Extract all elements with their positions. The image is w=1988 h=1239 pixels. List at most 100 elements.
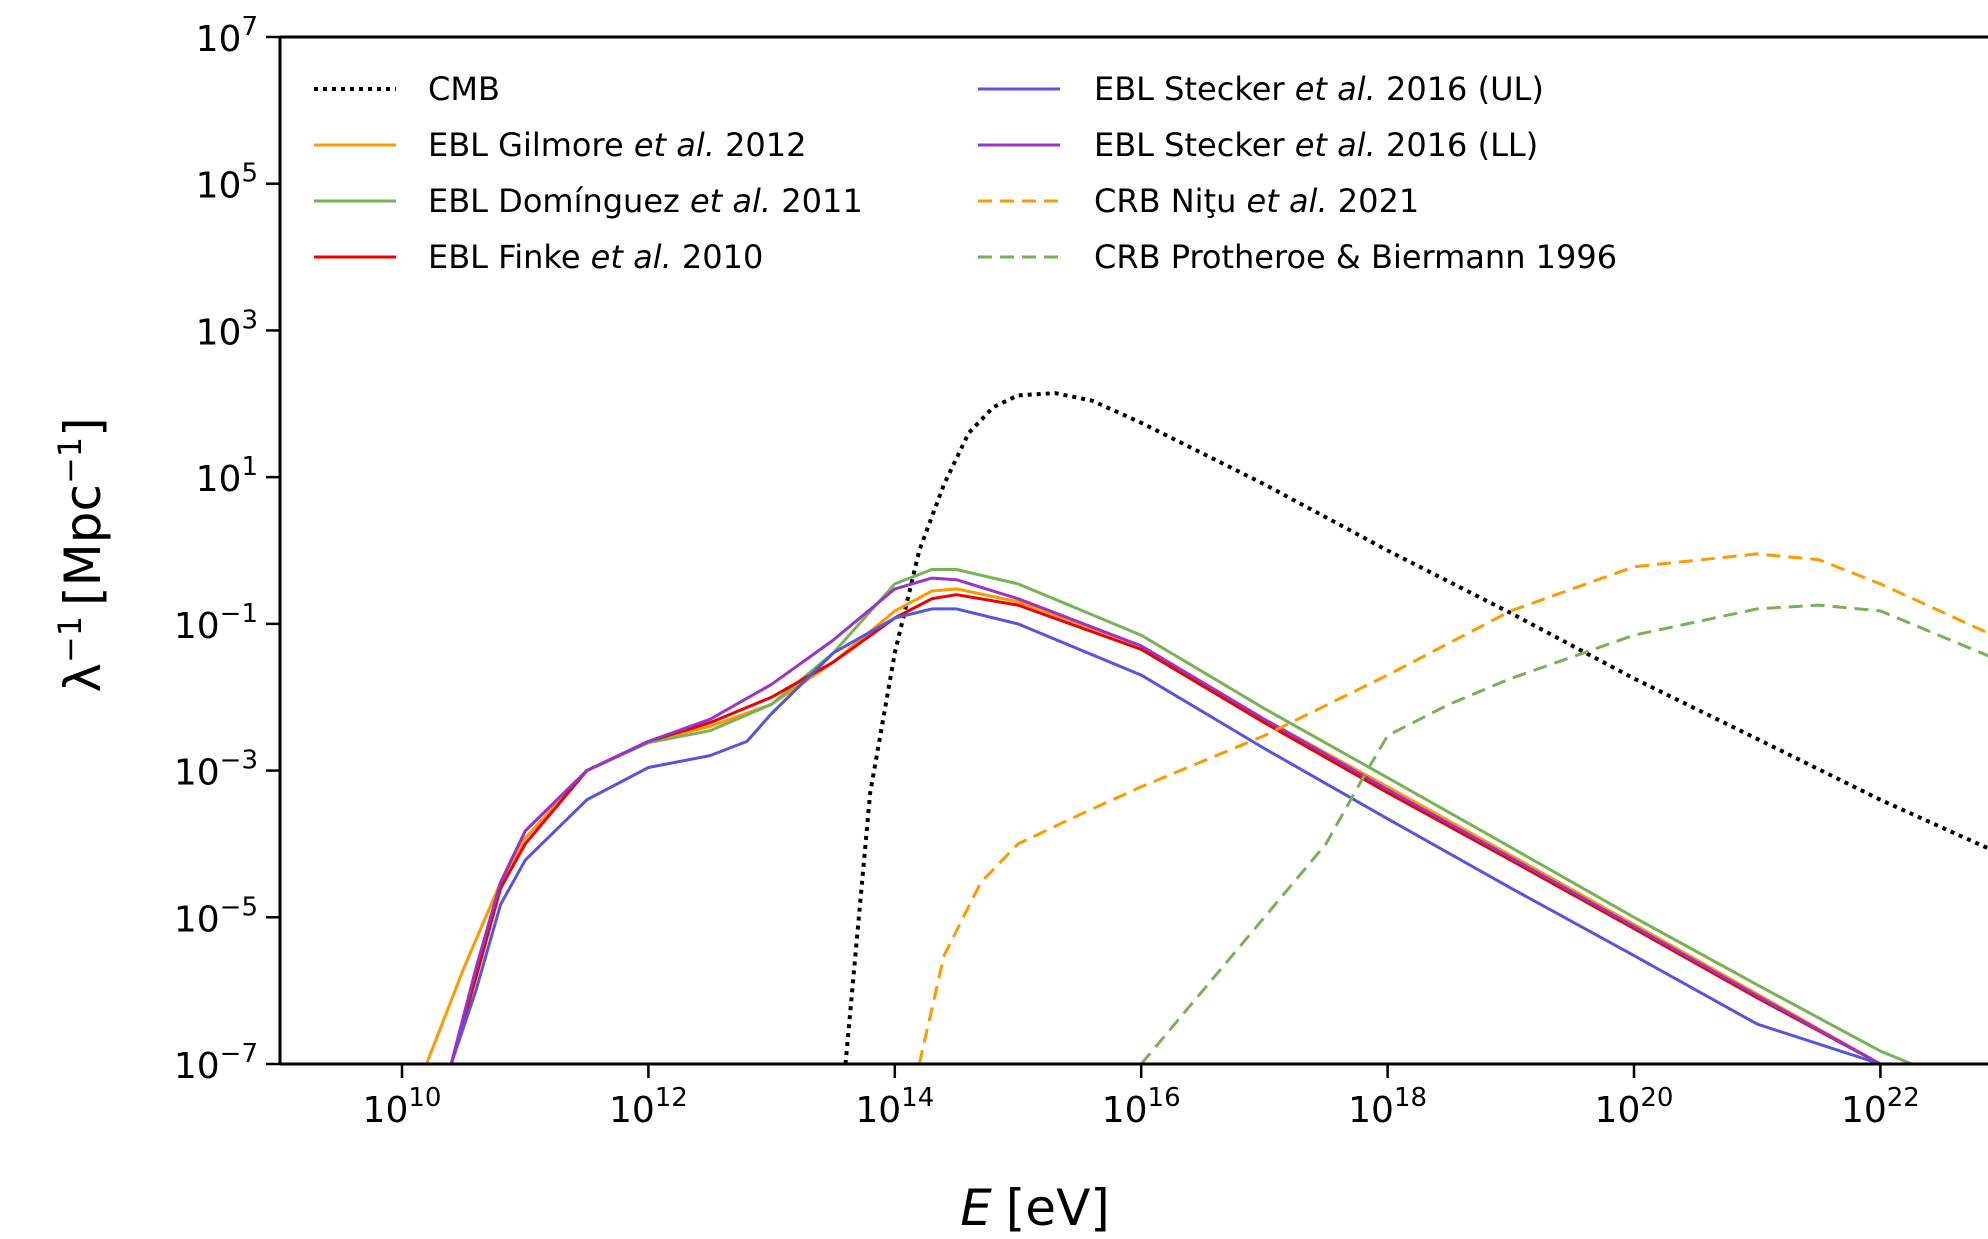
x-tick-label-1: 1012 bbox=[609, 1083, 688, 1131]
y-axis-title-symbol: λ bbox=[54, 663, 112, 693]
y-tick-base: 10 bbox=[196, 312, 242, 353]
y-tick-exp: −3 bbox=[220, 746, 258, 776]
legend-label-prefix: CMB bbox=[428, 70, 500, 108]
y-tick-label-7: 107 bbox=[196, 12, 258, 60]
series-line-7 bbox=[1140, 603, 1988, 1064]
y-tick-exp: 7 bbox=[241, 12, 258, 42]
legend-label-prefix: CRB Protheroe & Biermann 1996 bbox=[1094, 238, 1617, 276]
legend-label-italic: et al. bbox=[1295, 126, 1376, 164]
legend-entry-5: EBL Stecker et al. 2016 (LL) bbox=[978, 126, 1538, 164]
legend-label-italic: et al. bbox=[634, 126, 715, 164]
legend-label-5: EBL Stecker et al. 2016 (LL) bbox=[1094, 126, 1538, 164]
y-tick-label-2: 10−3 bbox=[174, 746, 258, 794]
legend-label-prefix: EBL Finke bbox=[428, 238, 591, 276]
legend-entry-0: CMB bbox=[314, 70, 500, 108]
x-axis-title: E [eV] bbox=[960, 1179, 1110, 1237]
series-line-6 bbox=[917, 552, 1988, 1064]
x-tick-base: 10 bbox=[1841, 1090, 1887, 1131]
x-tick-base: 10 bbox=[609, 1090, 655, 1131]
legend-label-6: CRB Niţu et al. 2021 bbox=[1094, 182, 1419, 220]
x-tick-base: 10 bbox=[855, 1090, 901, 1131]
legend-label-suffix: 2016 (UL) bbox=[1376, 70, 1544, 108]
series-line-3 bbox=[449, 593, 1903, 1064]
x-tick-label-6: 1022 bbox=[1841, 1083, 1920, 1131]
y-tick-base: 10 bbox=[174, 1046, 220, 1087]
y-tick-base: 10 bbox=[174, 899, 220, 940]
legend-entry-4: EBL Stecker et al. 2016 (UL) bbox=[978, 70, 1544, 108]
y-tick-base: 10 bbox=[174, 753, 220, 794]
legend-entry-6: CRB Niţu et al. 2021 bbox=[978, 182, 1419, 220]
legend-label-prefix: EBL Gilmore bbox=[428, 126, 634, 164]
y-tick-label-3: 10−1 bbox=[174, 599, 258, 647]
y-axis-title-symbol-exp: −1 bbox=[51, 616, 89, 663]
x-tick-label-5: 1020 bbox=[1595, 1083, 1674, 1131]
legend-label-1: EBL Gilmore et al. 2012 bbox=[428, 126, 807, 164]
x-tick-exp: 10 bbox=[408, 1083, 441, 1113]
legend-entry-1: EBL Gilmore et al. 2012 bbox=[314, 126, 807, 164]
y-axis-title-unit: [Mpc bbox=[54, 484, 112, 606]
x-tick-label-0: 1010 bbox=[363, 1083, 442, 1131]
x-axis-title-symbol: E bbox=[960, 1179, 992, 1237]
y-tick-exp: −1 bbox=[220, 599, 258, 629]
y-tick-label-1: 10−5 bbox=[174, 892, 258, 940]
legend-label-prefix: EBL Domínguez bbox=[428, 182, 690, 220]
legend-label-0: CMB bbox=[428, 70, 500, 108]
y-tick-label-4: 101 bbox=[196, 452, 258, 500]
x-tick-exp: 12 bbox=[655, 1083, 688, 1113]
legend-label-italic: et al. bbox=[1295, 70, 1376, 108]
legend-entry-7: CRB Protheroe & Biermann 1996 bbox=[978, 238, 1617, 276]
legend-label-suffix: 2011 bbox=[771, 182, 863, 220]
x-tick-base: 10 bbox=[1102, 1090, 1148, 1131]
y-tick-label-5: 103 bbox=[196, 305, 258, 353]
y-tick-label-6: 105 bbox=[196, 159, 258, 207]
y-tick-base: 10 bbox=[196, 19, 242, 60]
legend-label-italic: et al. bbox=[591, 238, 672, 276]
series-line-4 bbox=[449, 607, 1881, 1064]
x-tick-exp: 20 bbox=[1640, 1083, 1673, 1113]
x-axis-title-unit: [eV] bbox=[1006, 1179, 1110, 1237]
legend-entry-2: EBL Domínguez et al. 2011 bbox=[314, 182, 863, 220]
y-tick-exp: 1 bbox=[241, 452, 258, 482]
series-line-1 bbox=[425, 587, 1906, 1064]
y-tick-exp: −7 bbox=[220, 1039, 258, 1069]
y-tick-label-0: 10−7 bbox=[174, 1039, 258, 1087]
x-tick-exp: 18 bbox=[1394, 1083, 1427, 1113]
x-tick-base: 10 bbox=[1348, 1090, 1394, 1131]
y-tick-exp: 3 bbox=[241, 305, 258, 335]
legend-label-suffix: 2016 (LL) bbox=[1376, 126, 1538, 164]
legend-label-italic: et al. bbox=[690, 182, 771, 220]
legend-label-prefix: EBL Stecker bbox=[1094, 126, 1295, 164]
y-tick-base: 10 bbox=[196, 166, 242, 207]
x-tick-base: 10 bbox=[363, 1090, 409, 1131]
x-tick-label-3: 1016 bbox=[1102, 1083, 1181, 1131]
legend-label-4: EBL Stecker et al. 2016 (UL) bbox=[1094, 70, 1544, 108]
series-line-0 bbox=[843, 391, 1988, 1064]
legend-label-7: CRB Protheroe & Biermann 1996 bbox=[1094, 238, 1617, 276]
legend-label-suffix: 2010 bbox=[672, 238, 764, 276]
series-line-5 bbox=[449, 576, 1903, 1064]
legend-label-2: EBL Domínguez et al. 2011 bbox=[428, 182, 863, 220]
y-axis-title-unit-exp: −1 bbox=[51, 437, 89, 484]
legend-label-prefix: CRB Niţu bbox=[1094, 182, 1247, 220]
series-layer bbox=[425, 391, 1988, 1064]
y-axis-title-close: ] bbox=[54, 417, 112, 437]
x-tick-label-4: 1018 bbox=[1348, 1083, 1427, 1131]
legend-label-suffix: 2012 bbox=[715, 126, 807, 164]
x-tick-exp: 16 bbox=[1148, 1083, 1181, 1113]
y-axis-title: λ−1[Mpc−1] bbox=[51, 417, 112, 692]
legend-label-prefix: EBL Stecker bbox=[1094, 70, 1295, 108]
x-axis-ticks: 1010 1012 1014 1016 1018 1020 1022 bbox=[363, 1064, 1920, 1131]
x-tick-exp: 22 bbox=[1887, 1083, 1920, 1113]
y-tick-base: 10 bbox=[174, 606, 220, 647]
legend-label-italic: et al. bbox=[1247, 182, 1328, 220]
legend-label-3: EBL Finke et al. 2010 bbox=[428, 238, 763, 276]
x-tick-exp: 14 bbox=[901, 1083, 934, 1113]
legend-entry-3: EBL Finke et al. 2010 bbox=[314, 238, 763, 276]
legend-label-suffix: 2021 bbox=[1328, 182, 1420, 220]
y-tick-exp: 5 bbox=[241, 159, 258, 189]
x-tick-base: 10 bbox=[1595, 1090, 1641, 1131]
y-tick-exp: −5 bbox=[220, 892, 258, 922]
x-tick-label-2: 1014 bbox=[855, 1083, 934, 1131]
